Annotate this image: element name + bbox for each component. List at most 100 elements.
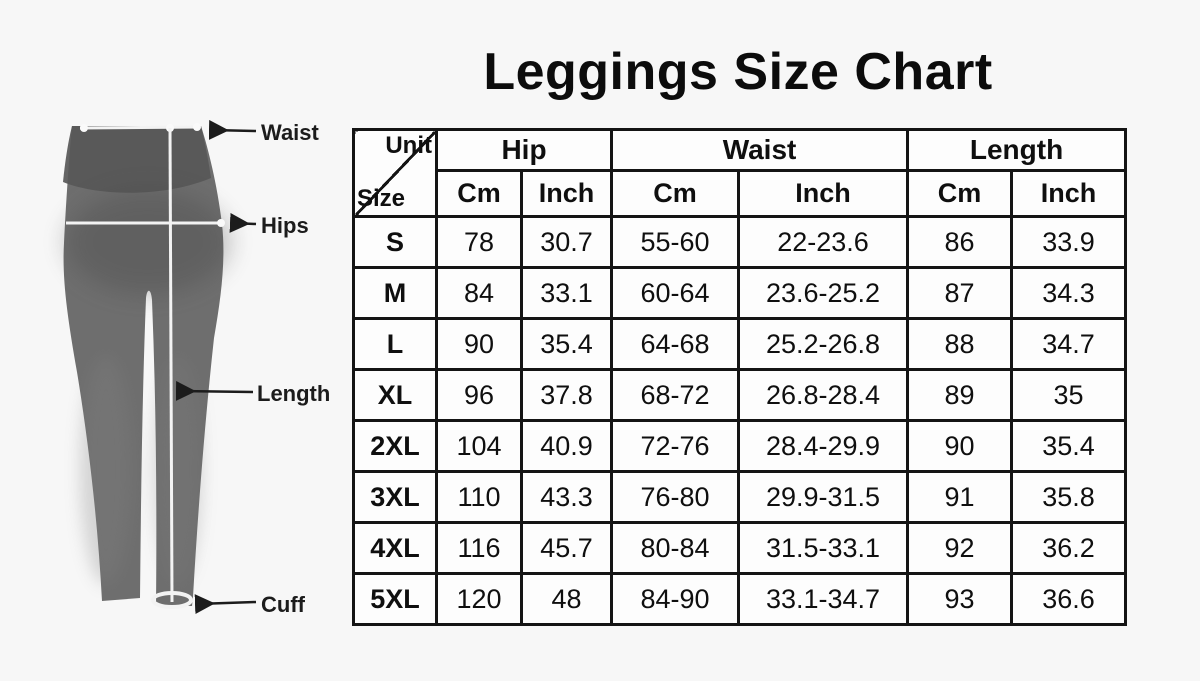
size-value: 4XL	[352, 521, 438, 575]
col-group-waist: Waist	[610, 128, 910, 172]
page-title: Leggings Size Chart	[483, 43, 993, 101]
table-row-4xl: 4XL 116 45.7 80-84 31.5-33.1 92 36.2	[352, 521, 1128, 575]
waist-cm-value: 55-60	[610, 215, 741, 269]
hip-inch-header: Inch	[519, 169, 614, 218]
length-cm-value: 87	[906, 266, 1014, 320]
waist-measure-dot-left	[80, 124, 88, 132]
size-table: Unit Size Hip Waist Length Cm Inch Cm In…	[352, 128, 1128, 626]
waist-cm-value: 76-80	[610, 470, 741, 524]
hip-inch-value: 33.1	[519, 266, 614, 320]
hip-inch-value: 40.9	[519, 419, 614, 473]
right-leg-highlight	[154, 355, 202, 585]
waist-inch-value: 25.2-26.8	[737, 317, 910, 371]
waist-inch-value: 22-23.6	[737, 215, 910, 269]
corner-size-label: Size	[357, 185, 406, 212]
size-value: L	[352, 317, 438, 371]
length-cm-header: Cm	[906, 169, 1014, 218]
cuff-callout: Cuff	[194, 592, 306, 617]
hip-inch-value: 45.7	[519, 521, 614, 575]
length-inch-value: 36.6	[1010, 572, 1128, 626]
waist-arrow	[208, 119, 257, 140]
waist-cm-value: 84-90	[610, 572, 741, 626]
hip-cm-value: 104	[435, 419, 523, 473]
col-group-hip: Hip	[434, 128, 614, 172]
hip-inch-value: 43.3	[519, 470, 614, 524]
length-inch-value: 35	[1010, 368, 1128, 422]
waist-inch-value: 33.1-34.7	[737, 572, 910, 626]
size-value: 3XL	[352, 470, 438, 524]
hip-inch-value: 37.8	[519, 368, 614, 422]
waist-inch-header: Inch	[737, 169, 910, 218]
hip-cm-value: 96	[435, 368, 523, 422]
cuff-label: Cuff	[261, 592, 306, 617]
length-cm-value: 89	[906, 368, 1014, 422]
left-leg-highlight	[80, 355, 132, 585]
length-cm-value: 88	[906, 317, 1014, 371]
corner-unit-label: Unit	[385, 132, 432, 160]
leggings-diagram: Waist Hips Length Cuff	[63, 119, 330, 617]
hip-inch-value: 48	[519, 572, 614, 626]
length-callout: Length	[175, 380, 330, 406]
hip-inch-value: 30.7	[519, 215, 614, 269]
length-cm-value: 92	[906, 521, 1014, 575]
length-inch-value: 33.9	[1010, 215, 1128, 269]
waist-inch-value: 28.4-29.9	[737, 419, 910, 473]
length-cm-value: 91	[906, 470, 1014, 524]
size-value: XL	[352, 368, 438, 422]
waist-measure-dot-right	[193, 123, 201, 131]
hip-cm-value: 78	[435, 215, 523, 269]
waist-callout: Waist	[208, 119, 320, 145]
hip-inch-value: 35.4	[519, 317, 614, 371]
leggings-waistband	[63, 126, 211, 193]
waist-cm-value: 68-72	[610, 368, 741, 422]
hip-cm-value: 84	[435, 266, 523, 320]
waist-inch-value: 29.9-31.5	[737, 470, 910, 524]
hips-label: Hips	[261, 213, 309, 238]
waist-cm-value: 72-76	[610, 419, 741, 473]
hips-callout: Hips	[229, 212, 309, 238]
hip-cm-value: 90	[435, 317, 523, 371]
waist-inch-value: 23.6-25.2	[737, 266, 910, 320]
length-measure-line	[168, 127, 174, 603]
size-value: S	[352, 215, 438, 269]
col-group-length: Length	[906, 128, 1128, 172]
length-inch-value: 34.3	[1010, 266, 1128, 320]
corner-cell: Unit Size	[352, 128, 438, 218]
length-inch-value: 35.4	[1010, 419, 1128, 473]
waist-inch-value: 31.5-33.1	[737, 521, 910, 575]
length-label: Length	[257, 381, 330, 406]
table-row-5xl: 5XL 120 48 84-90 33.1-34.7 93 36.6	[352, 572, 1128, 626]
waist-cm-header: Cm	[610, 169, 741, 218]
waist-label: Waist	[261, 120, 320, 145]
hips-arrow	[229, 212, 257, 233]
size-value: 2XL	[352, 419, 438, 473]
hip-cm-value: 120	[435, 572, 523, 626]
waist-measure-line	[79, 125, 201, 130]
waist-cm-value: 60-64	[610, 266, 741, 320]
table-row-l: L 90 35.4 64-68 25.2-26.8 88 34.7	[352, 317, 1128, 371]
waist-inch-value: 26.8-28.4	[737, 368, 910, 422]
hip-cm-value: 116	[435, 521, 523, 575]
length-cm-value: 90	[906, 419, 1014, 473]
length-inch-value: 34.7	[1010, 317, 1128, 371]
size-value: M	[352, 266, 438, 320]
length-inch-value: 35.8	[1010, 470, 1128, 524]
waist-cm-value: 64-68	[610, 317, 741, 371]
hip-cm-header: Cm	[435, 169, 523, 218]
length-cm-value: 86	[906, 215, 1014, 269]
table-row-s: S 78 30.7 55-60 22-23.6 86 33.9	[352, 215, 1128, 269]
group-header-row: Unit Size Hip Waist Length	[352, 128, 1128, 218]
hips-measure-dot	[217, 219, 225, 227]
cuff-arrow	[194, 594, 257, 615]
length-inch-value: 36.2	[1010, 521, 1128, 575]
table-row-3xl: 3XL 110 43.3 76-80 29.9-31.5 91 35.8	[352, 470, 1128, 524]
table-row-xl: XL 96 37.8 68-72 26.8-28.4 89 35	[352, 368, 1128, 422]
table-row-m: M 84 33.1 60-64 23.6-25.2 87 34.3	[352, 266, 1128, 320]
waist-cm-value: 80-84	[610, 521, 741, 575]
size-value: 5XL	[352, 572, 438, 626]
length-inch-header: Inch	[1010, 169, 1128, 218]
cuff-measure-band	[151, 591, 193, 609]
length-cm-value: 93	[906, 572, 1014, 626]
hip-shadow	[66, 190, 230, 294]
